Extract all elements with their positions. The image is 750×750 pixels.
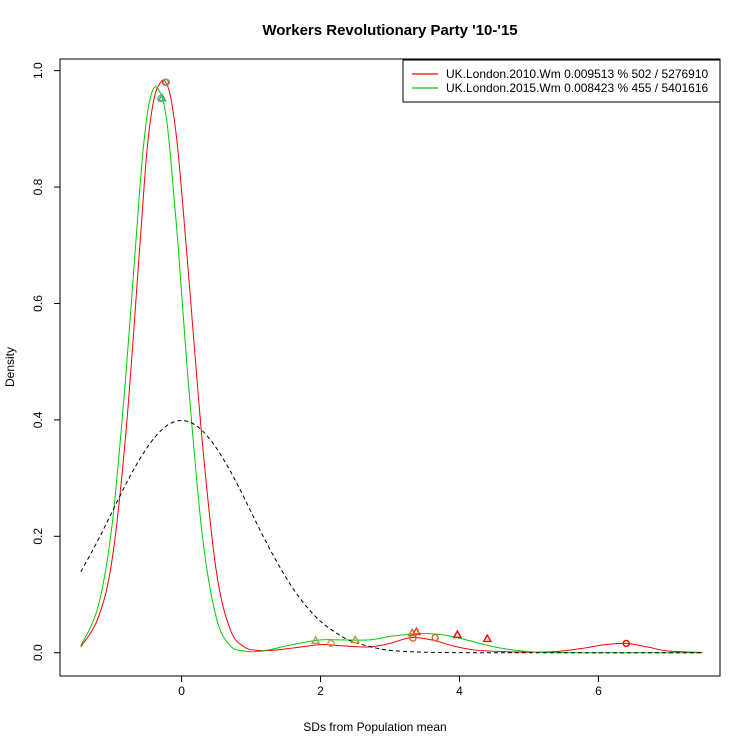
x-tick-label: 4 [456, 684, 463, 698]
x-tick-label: 0 [178, 684, 185, 698]
series-line-2015 [80, 86, 703, 654]
x-tick-label: 2 [317, 684, 324, 698]
y-tick-label: 0.6 [31, 295, 45, 312]
data-point-triangle [407, 627, 418, 637]
x-axis: 0 2 4 6 [178, 676, 602, 698]
legend: UK.London.2010.Wm 0.009513 % 502 / 52769… [402, 59, 721, 103]
plot-frame [59, 58, 721, 677]
y-tick-label: 0.4 [31, 411, 45, 428]
data-point-circle [162, 78, 170, 86]
y-tick-label: 0.0 [31, 644, 45, 661]
data-point-triangle [350, 634, 361, 644]
data-point-triangle [310, 635, 321, 644]
y-tick-label: 0.2 [31, 528, 45, 545]
chart-title: Workers Revolutionary Party '10-'15 [262, 22, 517, 39]
y-axis: 0.0 0.2 0.4 0.6 0.8 1.0 [31, 62, 60, 661]
y-tick-label: 1.0 [31, 62, 45, 79]
x-axis-label: SDs from Population mean [303, 720, 446, 734]
data-point-triangle [482, 633, 493, 643]
data-point-triangle [452, 629, 463, 639]
data-point-circle [327, 639, 335, 648]
legend-label-2010: UK.London.2010.Wm 0.009513 % 502 / 52769… [446, 67, 709, 81]
y-tick-label: 0.8 [31, 178, 45, 195]
data-point-circle [622, 639, 630, 648]
y-axis-label: Density [3, 347, 17, 387]
series-layer [80, 79, 703, 654]
data-point-circle [157, 94, 165, 103]
reference-normal-curve [80, 419, 703, 654]
marker-layer [157, 78, 630, 648]
legend-label-2015: UK.London.2015.Wm 0.008423 % 455 / 54016… [446, 81, 709, 95]
x-tick-label: 6 [595, 684, 602, 698]
series-line-2010 [80, 79, 703, 653]
data-point-triangle [411, 626, 422, 636]
legend-box [402, 59, 721, 103]
data-point-circle [431, 633, 439, 642]
